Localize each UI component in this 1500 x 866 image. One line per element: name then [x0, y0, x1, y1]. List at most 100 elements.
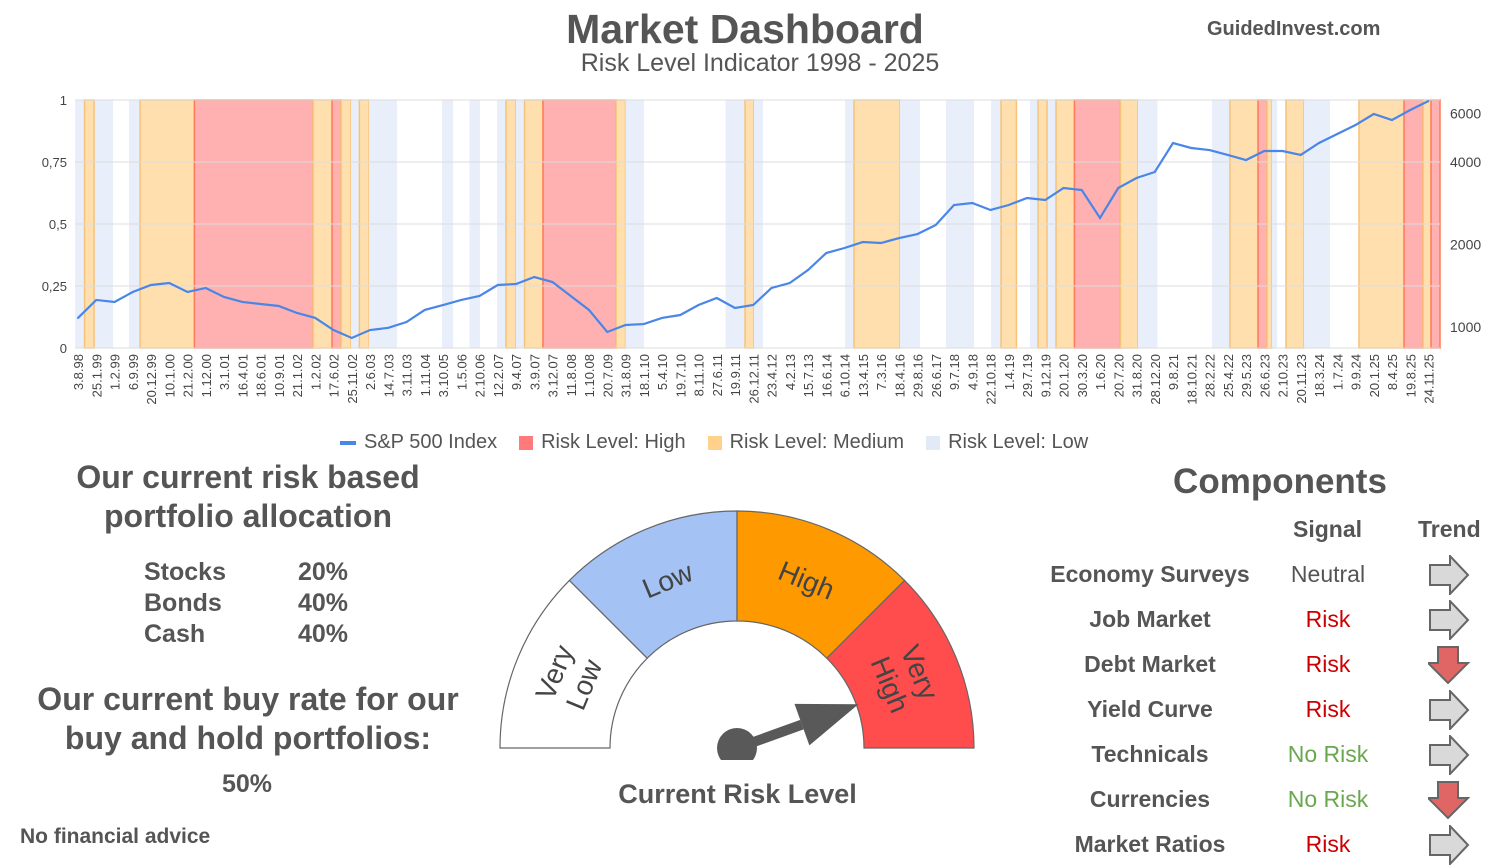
x-axis-tick: 20.11.23	[1294, 354, 1309, 404]
sp500-point	[496, 284, 499, 287]
sp500-point	[405, 320, 408, 323]
trend-down-arrow-icon	[1428, 646, 1471, 685]
sp500-point	[332, 329, 335, 332]
x-axis-tick: 22.10.18	[984, 354, 999, 405]
arrow-shape	[1428, 646, 1471, 685]
x-axis-tick: 15.7.13	[801, 354, 816, 397]
x-axis-tick: 1.12.00	[199, 354, 214, 397]
sp500-point	[1245, 159, 1247, 162]
component-signal: Neutral	[1290, 561, 1366, 587]
x-axis-tick: 18.4.16	[892, 354, 907, 397]
x-axis-tick: 1.6.20	[1093, 354, 1108, 390]
legend-high[interactable]: Risk Level: High	[519, 431, 686, 454]
sp500-point	[1263, 150, 1266, 153]
component-name: Market Ratios	[1074, 831, 1226, 857]
sp500-point	[624, 323, 627, 326]
component-name: Job Market	[1089, 606, 1211, 632]
x-axis-tick: 31.8.09	[619, 354, 634, 397]
x-axis-tick: 1.2.02	[308, 354, 323, 390]
trend-header: Trend	[1418, 516, 1481, 542]
trend-down-arrow-icon	[1428, 781, 1471, 820]
left-axis-tick: 0	[60, 341, 67, 356]
sp500-point	[825, 252, 828, 255]
x-axis-tick: 6.10.14	[838, 354, 853, 397]
sp500-point	[569, 294, 572, 297]
x-axis-tick: 20.7.09	[600, 354, 615, 397]
x-axis-tick: 9.12.19	[1038, 354, 1053, 397]
x-axis-tick: 8.4.25	[1385, 354, 1400, 390]
x-axis-tick: 30.3.20	[1075, 354, 1090, 397]
sp500-point	[186, 290, 189, 293]
x-axis-tick: 3.9.07	[527, 354, 542, 390]
component-name: Currencies	[1089, 786, 1211, 812]
x-axis-tick: 12.2.07	[491, 354, 506, 397]
gauge-needle-head	[794, 703, 859, 746]
arrow-shape	[1429, 690, 1470, 730]
sp500-point	[807, 269, 809, 272]
trend-right-arrow-icon	[1429, 555, 1470, 595]
sp500-point	[314, 316, 317, 319]
sp500-point	[168, 282, 171, 285]
sp500-point	[661, 316, 663, 319]
sp500-point	[934, 224, 937, 227]
sp500-point	[423, 308, 426, 311]
sp500-point	[642, 323, 645, 326]
x-axis-tick: 17.6.02	[327, 354, 342, 397]
x-axis-tick: 25.1.99	[89, 354, 104, 397]
component-signal: No Risk	[1287, 741, 1369, 767]
legend-swatch	[707, 435, 722, 450]
sp500-point	[551, 281, 554, 284]
legend-label: Risk Level: Low	[948, 431, 1089, 453]
x-axis-tick: 18.3.24	[1312, 354, 1327, 397]
sp500-point	[953, 204, 955, 207]
chart-legend: S&P 500 Index Risk Level: High Risk Leve…	[340, 431, 1088, 454]
sp500-point	[442, 304, 444, 307]
x-axis-tick: 1.7.24	[1330, 354, 1345, 390]
gauge-segment	[825, 579, 975, 749]
sp500-point	[1172, 142, 1174, 145]
x-axis-tick: 20.12.99	[144, 354, 159, 405]
x-axis-tick: 6.9.99	[126, 354, 141, 390]
legend-line-swatch	[340, 440, 356, 445]
sp500-point	[387, 326, 390, 329]
sp500-point	[1044, 199, 1047, 202]
allocation-labels: Stocks Bonds Cash	[144, 557, 226, 650]
allocation-value-stocks: 20%	[298, 558, 349, 586]
left-axis-tick: 1	[60, 93, 67, 108]
sp500-point	[989, 208, 992, 211]
x-axis-tick: 21.1.02	[290, 354, 305, 397]
x-axis-tick: 9.7.18	[947, 354, 962, 390]
sp500-point	[533, 276, 536, 279]
sp500-point	[1354, 124, 1357, 127]
legend-sp500[interactable]: S&P 500 Index	[340, 431, 497, 454]
trend-right-arrow-icon	[1429, 825, 1470, 865]
x-axis-tick: 2.10.06	[473, 354, 488, 397]
trend-right-arrow-icon	[1429, 690, 1470, 730]
legend-low[interactable]: Risk Level: Low	[926, 431, 1088, 454]
sp500-point	[770, 286, 773, 289]
x-axis-tick: 1.5.06	[454, 354, 469, 390]
component-signal: Risk	[1305, 696, 1351, 722]
sp500-point	[1080, 188, 1083, 191]
legend-medium[interactable]: Risk Level: Medium	[707, 431, 904, 454]
legend-swatch	[519, 435, 534, 450]
x-axis-tick: 28.12.20	[1148, 354, 1163, 405]
site-link[interactable]: GuidedInvest.com	[1207, 18, 1381, 40]
sp500-point	[861, 241, 864, 244]
x-axis-tick: 20.1.20	[1057, 354, 1072, 397]
x-axis-tick: 24.11.25	[1422, 354, 1437, 404]
sp500-point	[204, 286, 207, 289]
sp500-point	[1391, 119, 1393, 122]
disclaimer: No financial advice	[20, 825, 211, 848]
sp500-point	[369, 329, 371, 332]
x-axis-tick: 20.7.20	[1111, 354, 1126, 397]
allocation-value-bonds: 40%	[298, 589, 349, 617]
x-axis-tick: 3.8.98	[71, 354, 86, 390]
legend-swatch	[926, 435, 941, 450]
arrow-shape	[1429, 825, 1470, 865]
sp500-point	[1135, 176, 1138, 179]
component-signal: Risk	[1305, 651, 1351, 677]
x-axis-tick: 16.4.01	[235, 354, 250, 397]
allocation-label-stocks: Stocks	[144, 558, 226, 586]
sp500-point	[715, 296, 718, 299]
